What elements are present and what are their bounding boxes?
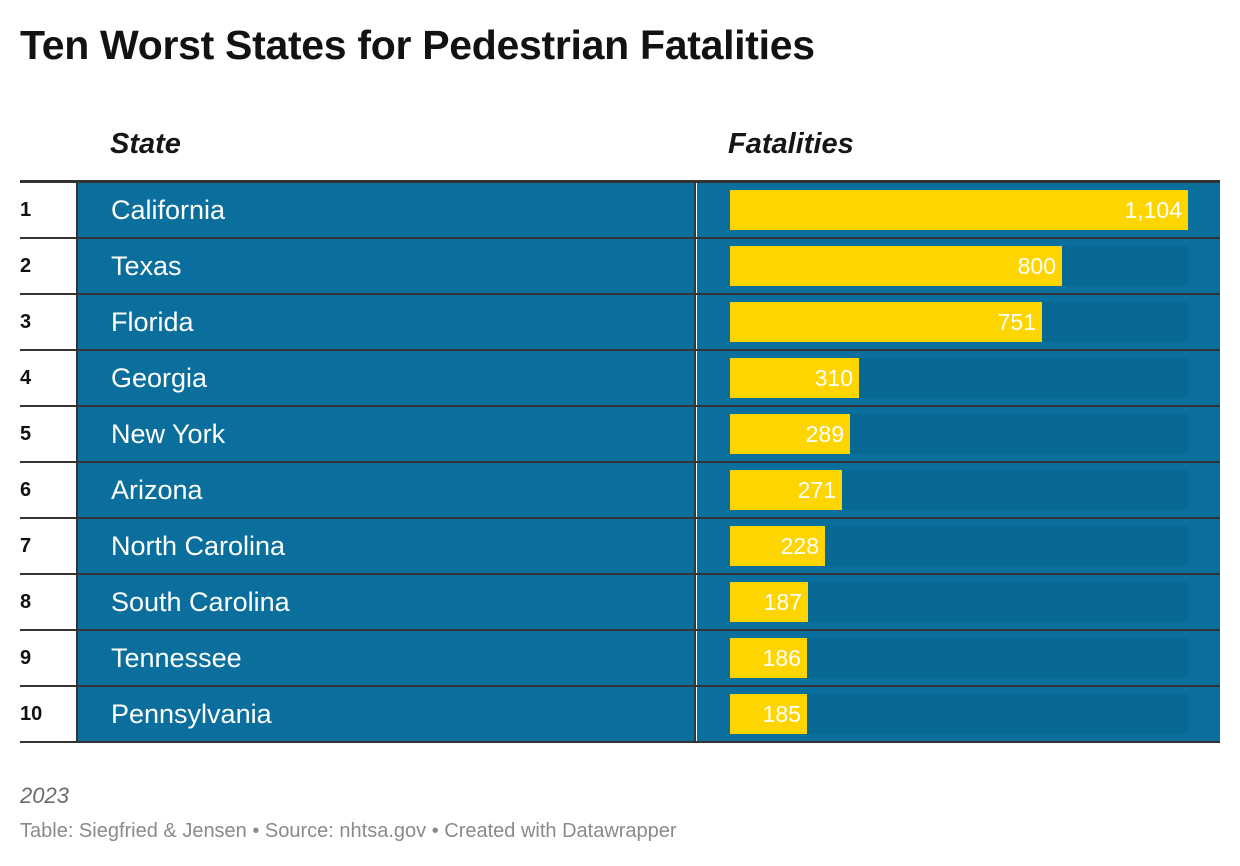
- bar-value-label: 271: [797, 477, 836, 503]
- table-row: 8 South Carolina 187: [20, 575, 1220, 631]
- bar-track: 800: [730, 246, 1188, 286]
- fatalities-bar: [730, 470, 842, 510]
- state-name: Arizona: [111, 475, 203, 505]
- fatalities-cell: 289: [697, 407, 1220, 461]
- table-body: 1 California 1,104 2 Texas 800 3 Florida 751 4 Geo…: [20, 183, 1220, 743]
- state-cell: South Carolina: [78, 575, 696, 629]
- state-cell: California: [78, 183, 696, 237]
- state-name: Florida: [111, 307, 194, 337]
- bar-track: 271: [730, 470, 1188, 510]
- state-name: South Carolina: [111, 587, 290, 617]
- fatalities-cell: 800: [697, 239, 1220, 293]
- bar-value-label: 186: [762, 645, 801, 671]
- state-name: California: [111, 195, 226, 225]
- chart-title: Ten Worst States for Pedestrian Fataliti…: [20, 22, 815, 68]
- bar-value-label: 800: [1017, 253, 1056, 279]
- state-name: Texas: [111, 251, 182, 281]
- fatalities-bar: [730, 190, 1188, 230]
- state-cell: Texas: [78, 239, 696, 293]
- state-cell: Florida: [78, 295, 696, 349]
- rank-cell: 6: [20, 463, 78, 517]
- rank-cell: 10: [20, 687, 78, 741]
- fatalities-cell: 271: [697, 463, 1220, 517]
- fatalities-cell: 751: [697, 295, 1220, 349]
- column-header-state[interactable]: State: [110, 128, 181, 160]
- fatalities-bar: [730, 526, 825, 566]
- table-note: 2023: [20, 783, 69, 808]
- fatalities-bar: [730, 582, 808, 622]
- bar-track: 1,104: [730, 190, 1188, 230]
- bar-track: 185: [730, 694, 1188, 734]
- bar-track: 751: [730, 302, 1188, 342]
- table-row: 5 New York 289: [20, 407, 1220, 463]
- bar-value-label: 187: [763, 589, 802, 615]
- fatalities-bar: [730, 638, 807, 678]
- fatalities-cell: 228: [697, 519, 1220, 573]
- state-name: New York: [111, 419, 226, 449]
- state-cell: Pennsylvania: [78, 687, 696, 741]
- table-row: 6 Arizona 271: [20, 463, 1220, 519]
- fatalities-cell: 1,104: [697, 183, 1220, 237]
- table-row: 1 California 1,104: [20, 183, 1220, 239]
- bar-track: 186: [730, 638, 1188, 678]
- rank-cell: 7: [20, 519, 78, 573]
- fatalities-cell: 185: [697, 687, 1220, 741]
- rank-cell: 3: [20, 295, 78, 349]
- table-row: 2 Texas 800: [20, 239, 1220, 295]
- bar-value-label: 185: [762, 701, 801, 727]
- bar-value-label: 310: [814, 365, 853, 391]
- rank-cell: 1: [20, 183, 78, 237]
- table-row: 9 Tennessee 186: [20, 631, 1220, 687]
- state-cell: Tennessee: [78, 631, 696, 685]
- fatalities-bar: [730, 358, 859, 398]
- fatalities-cell: 310: [697, 351, 1220, 405]
- bar-track: 187: [730, 582, 1188, 622]
- bar-value-label: 228: [780, 533, 819, 559]
- state-name: Georgia: [111, 363, 208, 393]
- column-header-fatalities[interactable]: Fatalities: [728, 128, 854, 160]
- bar-track: 289: [730, 414, 1188, 454]
- state-name: Tennessee: [111, 643, 242, 673]
- rank-cell: 9: [20, 631, 78, 685]
- state-name: North Carolina: [111, 531, 286, 561]
- state-cell: North Carolina: [78, 519, 696, 573]
- bar-value-label: 1,104: [1124, 197, 1182, 223]
- fatalities-bar: [730, 414, 850, 454]
- table-header-rule: [20, 180, 1220, 183]
- table-row: 3 Florida 751: [20, 295, 1220, 351]
- rank-cell: 2: [20, 239, 78, 293]
- rank-cell: 8: [20, 575, 78, 629]
- table-row: 10 Pennsylvania 185: [20, 687, 1220, 743]
- state-cell: New York: [78, 407, 696, 461]
- table-row: 7 North Carolina 228: [20, 519, 1220, 575]
- state-cell: Georgia: [78, 351, 696, 405]
- fatalities-cell: 187: [697, 575, 1220, 629]
- fatalities-bar: [730, 694, 807, 734]
- rank-cell: 4: [20, 351, 78, 405]
- fatalities-bar: [730, 246, 1062, 286]
- bar-track: 228: [730, 526, 1188, 566]
- bar-value-label: 289: [805, 421, 844, 447]
- state-name: Pennsylvania: [111, 699, 272, 729]
- fatalities-cell: 186: [697, 631, 1220, 685]
- table-row: 4 Georgia 310: [20, 351, 1220, 407]
- rank-cell: 5: [20, 407, 78, 461]
- source-credit: Table: Siegfried & Jensen • Source: nhts…: [20, 820, 677, 842]
- fatalities-bar: [730, 302, 1042, 342]
- bar-value-label: 751: [997, 309, 1036, 335]
- bar-track: 310: [730, 358, 1188, 398]
- state-cell: Arizona: [78, 463, 696, 517]
